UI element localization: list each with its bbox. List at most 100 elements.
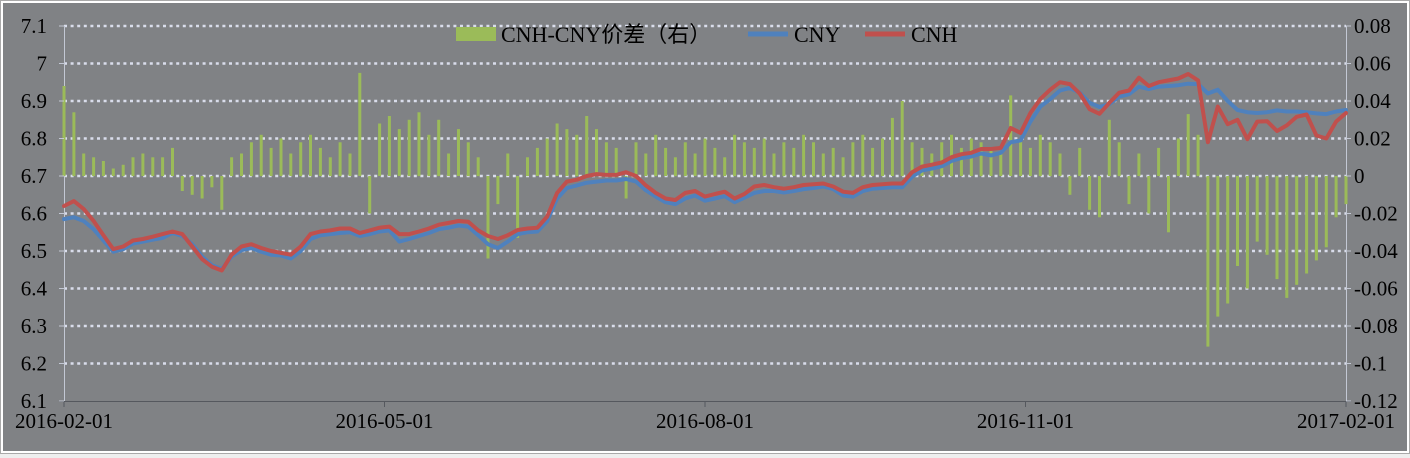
right-axis-label: 0.08: [1354, 14, 1391, 38]
spread-bar: [802, 134, 806, 177]
spread-bar: [673, 157, 677, 177]
left-axis-label: 6.2: [21, 352, 47, 376]
spread-bar: [1285, 176, 1289, 298]
right-axis-label: -0.02: [1354, 202, 1398, 226]
spread-bar: [752, 147, 756, 176]
spread-bar: [1324, 176, 1328, 248]
spread-bar: [358, 72, 362, 176]
spread-bar: [792, 147, 796, 176]
spread-bar: [1255, 176, 1259, 242]
spread-bar: [200, 176, 204, 199]
spread-bar: [318, 147, 322, 176]
spread-bar: [368, 176, 372, 214]
spread-bar: [535, 147, 539, 176]
spread-bar: [437, 119, 441, 177]
spread-bar: [881, 138, 884, 176]
x-axis-label: 2016-05-01: [336, 409, 434, 433]
spread-bar: [693, 153, 697, 176]
spread-bar: [959, 147, 963, 176]
spread-bar: [240, 153, 243, 176]
left-axis-label: 6.8: [21, 127, 47, 151]
spread-bar: [999, 153, 1003, 176]
spread-bar: [309, 134, 312, 177]
spread-bar: [742, 142, 746, 177]
spread-bar: [141, 153, 145, 176]
spread-bar: [664, 147, 668, 176]
spread-bar: [565, 129, 569, 176]
spread-bar: [1245, 176, 1249, 289]
spread-bar: [486, 176, 490, 259]
spread-bar: [1305, 176, 1309, 274]
spread-bar: [259, 134, 263, 177]
spread-bar: [131, 157, 135, 177]
right-axis-label: 0.04: [1354, 89, 1391, 113]
left-axis-label: 6.9: [21, 89, 47, 113]
left-axis-label: 6.5: [21, 239, 47, 263]
spread-bar: [585, 116, 589, 176]
spread-bar: [1107, 119, 1111, 177]
spread-bar: [62, 86, 66, 176]
left-axis-label: 6.4: [21, 277, 48, 301]
spread-bar: [1038, 134, 1042, 177]
spread-bar: [506, 153, 510, 176]
spread-bar: [417, 112, 421, 177]
spread-bar: [496, 176, 500, 205]
spread-bar: [1068, 176, 1072, 195]
spread-bar: [180, 176, 184, 191]
spread-bar: [604, 142, 608, 177]
spread-bar: [634, 142, 638, 177]
spread-bar: [1265, 176, 1269, 255]
spread-bar: [989, 147, 993, 176]
spread-bar: [1157, 147, 1161, 176]
spread-bar: [249, 142, 253, 177]
spread-bar: [299, 142, 303, 177]
spread-bar: [328, 157, 332, 177]
x-axis-label: 2016-11-01: [977, 409, 1074, 433]
spread-bar: [1078, 147, 1082, 176]
right-axis-label: 0.06: [1354, 52, 1391, 76]
spread-bar: [427, 134, 431, 177]
spread-bar: [1334, 176, 1338, 218]
right-axis-label: -0.06: [1354, 277, 1398, 301]
spread-bar: [1137, 153, 1141, 176]
spread-bar: [1226, 176, 1230, 304]
spread-bar: [1176, 138, 1180, 176]
spread-bar: [861, 134, 865, 177]
spread-bar: [733, 134, 737, 177]
spread-bar: [387, 116, 391, 176]
spread-bar: [940, 142, 944, 177]
spread-bar: [595, 129, 598, 176]
spread-bar: [230, 157, 234, 177]
right-axis-label: -0.04: [1354, 239, 1398, 263]
spread-bar: [1058, 153, 1062, 176]
legend-swatch-spread-icon: [456, 27, 496, 41]
left-axis-label: 6.3: [21, 314, 47, 338]
left-axis-label: 6.1: [21, 389, 47, 413]
spread-bar: [210, 176, 214, 188]
spread-bar: [654, 134, 658, 177]
left-axis-label: 6.7: [21, 164, 47, 188]
spread-bar: [683, 142, 687, 177]
spread-bar: [338, 142, 342, 177]
spread-bar: [447, 153, 451, 176]
spread-bar: [289, 153, 293, 176]
spread-bar: [1117, 142, 1121, 177]
spread-bar: [82, 153, 86, 176]
spread-bar: [516, 176, 520, 238]
spread-bar: [1098, 176, 1101, 218]
spread-bar: [713, 147, 717, 176]
spread-bar: [555, 123, 559, 176]
spread-bar: [772, 153, 776, 176]
spread-bar: [831, 147, 835, 176]
spread-bar: [1295, 176, 1299, 285]
spread-bar: [920, 147, 924, 176]
spread-bar: [466, 142, 470, 177]
spread-bar: [151, 157, 155, 177]
cny-line: [62, 81, 1348, 271]
spread-bar: [1048, 142, 1052, 177]
spread-bar: [575, 134, 579, 177]
spread-bar: [1344, 176, 1348, 205]
spread-bar: [407, 119, 411, 177]
spread-bar: [871, 147, 875, 176]
spread-bar: [1019, 138, 1023, 176]
